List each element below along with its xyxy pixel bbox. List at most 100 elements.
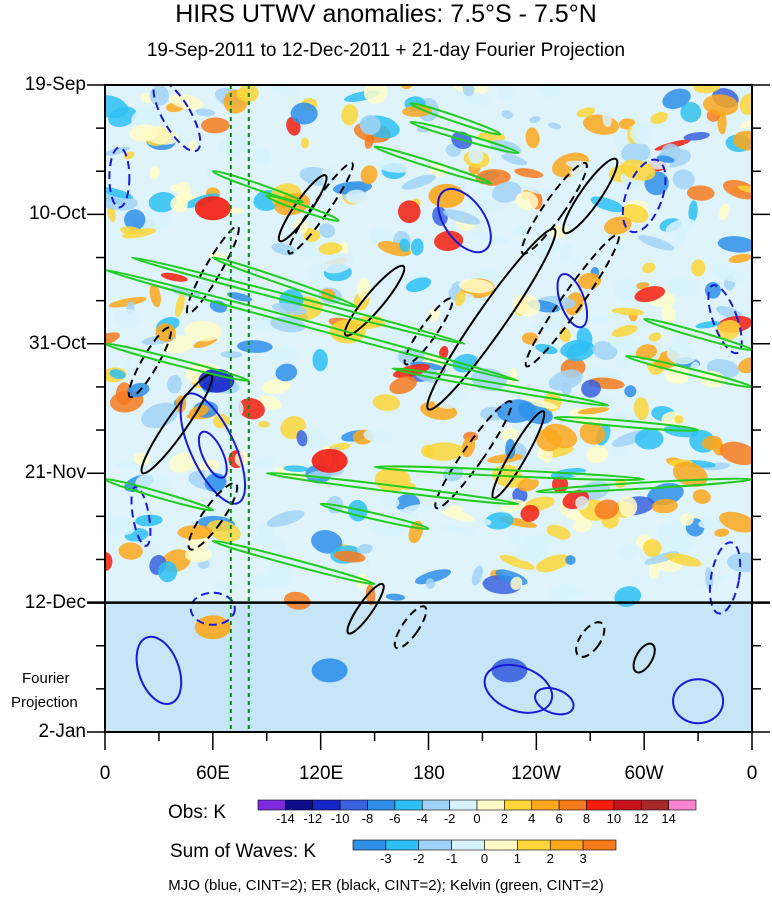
contour-legend-footnote: MJO (blue, CINT=2); ER (black, CINT=2); … (168, 877, 604, 894)
anomaly-cell (120, 226, 141, 235)
anomaly-cell (167, 375, 182, 394)
anomaly-cell (399, 238, 411, 253)
er-contour (287, 161, 354, 255)
anomaly-cell (253, 145, 270, 167)
obs-colorbar-swatch (504, 799, 533, 811)
waves-colorbar-label: Sum of Waves: K (170, 841, 317, 862)
anomaly-cell (688, 200, 698, 223)
anomaly-cell (680, 102, 702, 123)
anomaly-cell (311, 530, 343, 554)
kelvin-contour (319, 502, 430, 530)
mjo-contour (556, 273, 589, 329)
anomaly-cell (565, 555, 576, 566)
anomaly-cell (223, 398, 244, 419)
anomaly-cell (728, 253, 752, 264)
anomaly-cell (312, 349, 328, 372)
anomaly-cell (738, 357, 752, 374)
anomaly-cell (469, 198, 504, 212)
kelvin-contour (211, 170, 304, 204)
anomaly-cell (217, 133, 256, 156)
anomaly-cell (135, 473, 173, 497)
anomaly-cell (656, 155, 675, 163)
obs-colorbar-label: Obs: K (168, 802, 227, 823)
anomaly-cell (692, 489, 711, 504)
mjo-contour (108, 146, 131, 209)
anomaly-cell (258, 395, 282, 411)
anomaly-cell (701, 435, 723, 450)
anomaly-cell (266, 510, 305, 528)
anomaly-cell (708, 263, 746, 283)
anomaly-cell (244, 574, 275, 591)
waves-colorbar-swatch (385, 839, 420, 851)
anomaly-cell (389, 376, 417, 395)
anomaly-cell (505, 438, 516, 460)
y-tick-label: 19-Sep (24, 74, 86, 95)
anomaly-field (105, 85, 752, 732)
anomaly-cell (624, 385, 637, 398)
anomaly-cell (113, 308, 142, 330)
obs-colorbar-swatch (558, 799, 587, 811)
obs-colorbar-tick-label: 12 (634, 811, 649, 826)
anomaly-cell (717, 236, 752, 253)
anomaly-cell (471, 565, 483, 586)
anomaly-cell (586, 445, 609, 464)
anomaly-cell (236, 340, 273, 353)
anomaly-cell (501, 110, 513, 119)
obs-colorbar-tick-label: 0 (473, 811, 481, 826)
anomaly-cell (484, 512, 514, 530)
anomaly-cell (108, 106, 137, 128)
anomaly-cell (611, 307, 645, 316)
waves-colorbar-swatch (451, 839, 485, 851)
anomaly-cell (160, 272, 188, 282)
anomaly-cell (375, 160, 410, 173)
anomaly-cell (561, 382, 572, 396)
anomaly-cell (594, 499, 619, 520)
kelvin-contour (643, 317, 752, 352)
anomaly-cell (739, 119, 752, 129)
kelvin-contour (105, 268, 520, 382)
anomaly-cell (643, 539, 662, 557)
anomaly-cell (642, 262, 656, 274)
waves-colorbar-swatch (517, 839, 551, 851)
waves-colorbar-tick-label: 3 (579, 851, 587, 866)
er-contour (426, 227, 557, 411)
anomaly-cell (666, 342, 698, 365)
anomaly-cell (318, 242, 343, 255)
anomaly-cell (691, 259, 706, 277)
anomaly-cell (602, 110, 612, 128)
obs-colorbar-tick-label: -12 (303, 811, 323, 826)
anomaly-cell (275, 537, 287, 557)
anomaly-cell (206, 520, 241, 542)
waves-colorbar (352, 839, 617, 851)
anomaly-cell (296, 430, 308, 447)
mjo-contour (135, 635, 183, 705)
anomaly-cell (416, 126, 430, 133)
anomaly-cell (577, 406, 610, 415)
anomaly-cell (360, 165, 378, 185)
anomaly-cell (185, 546, 213, 563)
anomaly-cell (548, 122, 561, 130)
anomaly-cell (581, 379, 601, 398)
anomaly-cell (512, 487, 528, 504)
anomaly-cell (683, 132, 710, 141)
kelvin-contour (105, 342, 250, 382)
x-tick-label: 0 (746, 763, 758, 784)
anomaly-cell (195, 108, 216, 117)
anomaly-cell (283, 465, 309, 472)
anomaly-cell (169, 452, 197, 473)
anomaly-cell (517, 477, 539, 492)
anomaly-core (491, 658, 528, 683)
waves-colorbar-swatch (549, 839, 584, 851)
waves-colorbar-tick-label: -3 (380, 851, 392, 866)
anomaly-cell (105, 187, 134, 199)
anomaly-core (194, 196, 231, 221)
anomaly-cell (631, 575, 641, 587)
anomaly-cell (719, 511, 752, 533)
mjo-contour (130, 485, 152, 547)
anomaly-cell (529, 116, 541, 124)
anomaly-cell (634, 286, 666, 303)
mjo-contour (483, 663, 554, 714)
anomaly-cell (621, 142, 651, 164)
anomaly-cell (170, 184, 182, 192)
